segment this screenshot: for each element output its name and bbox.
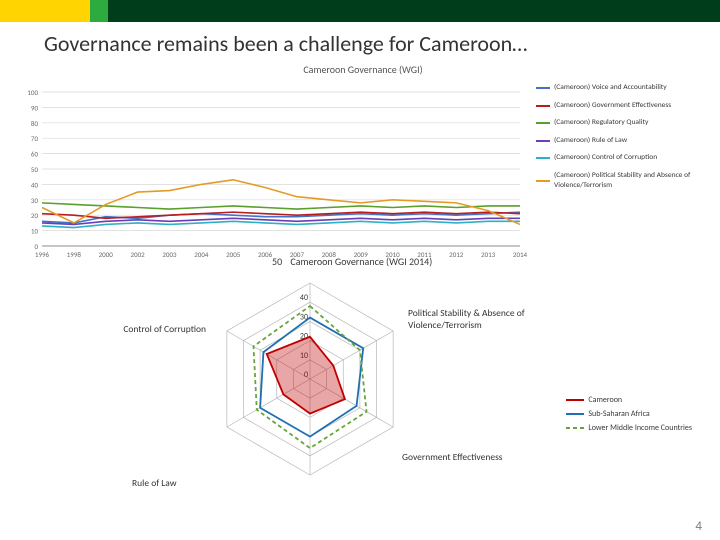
topbar-accent-1: [0, 0, 90, 22]
svg-text:90: 90: [31, 103, 39, 112]
svg-text:60: 60: [31, 150, 39, 159]
legend-item: (Cameroon) Regulatory Quality: [536, 118, 706, 129]
svg-text:40: 40: [31, 180, 39, 189]
radar-chart: 50 Cameroon Governance (WGI 2014) 010203…: [0, 253, 720, 533]
legend-label: Cameroon: [588, 395, 622, 405]
legend-item: (Cameroon) Voice and Accountability: [536, 83, 706, 94]
radar-chart-svg: 010203040: [60, 253, 580, 513]
radar-axis-control-corruption: Control of Corruption: [96, 323, 206, 335]
radar-axis-rule-of-law: Rule of Law: [132, 477, 177, 489]
page-number: 4: [695, 519, 702, 534]
line-chart: Cameroon Governance (WGI) 01020304050607…: [18, 63, 708, 253]
legend-item: (Cameroon) Political Stability and Absen…: [536, 171, 706, 192]
radar-axis-gov-effectiveness: Government Effectiveness: [402, 451, 512, 463]
legend-item: Lower Middle Income Countries: [566, 423, 692, 433]
legend-item: Sub-Saharan Africa: [566, 409, 692, 419]
legend-swatch: [536, 180, 550, 182]
svg-text:100: 100: [27, 88, 38, 97]
svg-text:50: 50: [31, 165, 39, 174]
legend-label: (Cameroon) Rule of Law: [554, 136, 627, 147]
legend-swatch: [566, 427, 584, 429]
legend-swatch: [566, 413, 584, 415]
legend-label: (Cameroon) Political Stability and Absen…: [554, 171, 706, 192]
legend-item: (Cameroon) Rule of Law: [536, 136, 706, 147]
legend-swatch: [536, 157, 550, 159]
legend-label: Lower Middle Income Countries: [588, 423, 692, 433]
line-chart-title: Cameroon Governance (WGI): [18, 63, 708, 76]
topbar-accent-2: [90, 0, 108, 22]
legend-label: (Cameroon) Regulatory Quality: [554, 118, 648, 129]
legend-swatch: [536, 105, 550, 107]
legend-label: Sub-Saharan Africa: [588, 409, 649, 419]
svg-text:70: 70: [31, 134, 39, 143]
legend-item: Cameroon: [566, 395, 692, 405]
legend-swatch: [536, 87, 550, 89]
legend-label: (Cameroon) Government Effectiveness: [554, 101, 671, 112]
svg-text:40: 40: [300, 293, 308, 303]
legend-label: (Cameroon) Control of Corruption: [554, 153, 657, 164]
svg-text:80: 80: [31, 119, 39, 128]
legend-item: (Cameroon) Government Effectiveness: [536, 101, 706, 112]
line-chart-legend: (Cameroon) Voice and Accountability (Came…: [536, 83, 706, 199]
radar-chart-legend: Cameroon Sub-Saharan Africa Lower Middle I…: [566, 395, 692, 437]
legend-item: (Cameroon) Control of Corruption: [536, 153, 706, 164]
legend-label: (Cameroon) Voice and Accountability: [554, 83, 667, 94]
page-title: Governance remains been a challenge for …: [44, 30, 720, 57]
svg-text:20: 20: [31, 211, 39, 220]
radar-axis-political-stability: Political Stability & Absence of Violenc…: [408, 307, 528, 331]
legend-swatch: [536, 122, 550, 124]
legend-swatch: [566, 399, 584, 401]
title-bar: [0, 0, 720, 22]
svg-text:30: 30: [31, 196, 39, 205]
legend-swatch: [536, 140, 550, 142]
svg-text:10: 10: [31, 227, 39, 236]
